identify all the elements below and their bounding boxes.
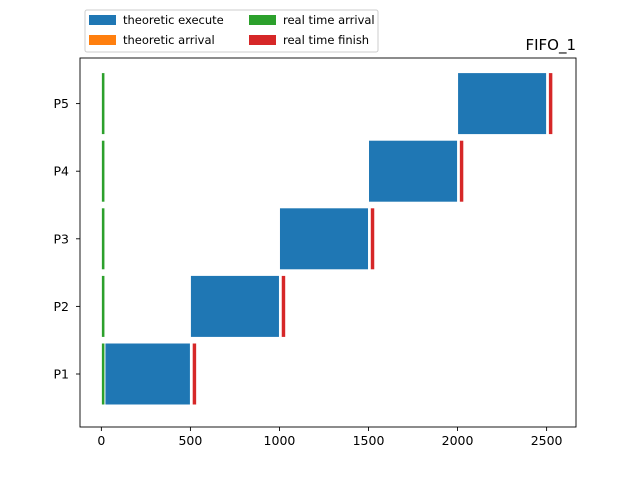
x-axis: 0 500 1000 1500 2000 2500: [97, 427, 563, 448]
x-tick-label: 2500: [531, 433, 563, 448]
bar-theoretic-execute-p1: [100, 342, 191, 406]
bar-real-time-finish-p2: [280, 274, 287, 338]
x-tick-label: 1500: [353, 433, 385, 448]
legend-swatch-theoretic-execute: [89, 15, 116, 25]
bar-real-time-arrival-p5: [100, 72, 106, 136]
bar-real-time-arrival-p2: [100, 274, 106, 338]
legend-swatch-real-time-arrival: [249, 15, 276, 25]
y-tick-label-p2: P2: [54, 299, 70, 314]
bar-real-time-finish-p5: [547, 72, 554, 136]
legend-swatch-theoretic-arrival: [89, 35, 116, 45]
bar-theoretic-execute-p2: [189, 274, 280, 338]
bars-layer: [100, 72, 554, 406]
y-tick-label-p1: P1: [54, 367, 70, 382]
bar-real-time-arrival-p1: [100, 342, 106, 406]
x-tick-label: 500: [178, 433, 202, 448]
x-tick-label: 2000: [442, 433, 474, 448]
bar-real-time-arrival-p4: [100, 139, 106, 203]
legend-swatch-real-time-finish: [249, 35, 276, 45]
bar-real-time-arrival-p3: [100, 207, 106, 271]
legend-label-real-time-finish: real time finish: [283, 33, 369, 47]
legend: theoretic execute theoretic arrival real t…: [84, 9, 379, 53]
legend-label-theoretic-execute: theoretic execute: [123, 13, 224, 27]
bar-theoretic-execute-p5: [457, 72, 548, 136]
legend-label-real-time-arrival: real time arrival: [283, 13, 375, 27]
chart-title: FIFO_1: [525, 36, 576, 55]
y-axis: P1 P2 P3 P4 P5: [54, 96, 80, 382]
plot-frame: [79, 57, 577, 428]
y-tick-label-p3: P3: [54, 231, 70, 246]
legend-box: [84, 9, 379, 53]
y-tick-label-p5: P5: [54, 96, 70, 111]
bar-real-time-finish-p1: [191, 342, 198, 406]
y-tick-label-p4: P4: [54, 164, 70, 179]
legend-label-theoretic-arrival: theoretic arrival: [123, 33, 215, 47]
bar-theoretic-execute-p3: [278, 207, 370, 271]
bar-real-time-finish-p3: [369, 207, 376, 271]
bar-theoretic-execute-p4: [368, 139, 459, 203]
bar-real-time-finish-p4: [458, 139, 465, 203]
x-tick-label: 0: [97, 433, 105, 448]
x-tick-label: 1000: [264, 433, 296, 448]
